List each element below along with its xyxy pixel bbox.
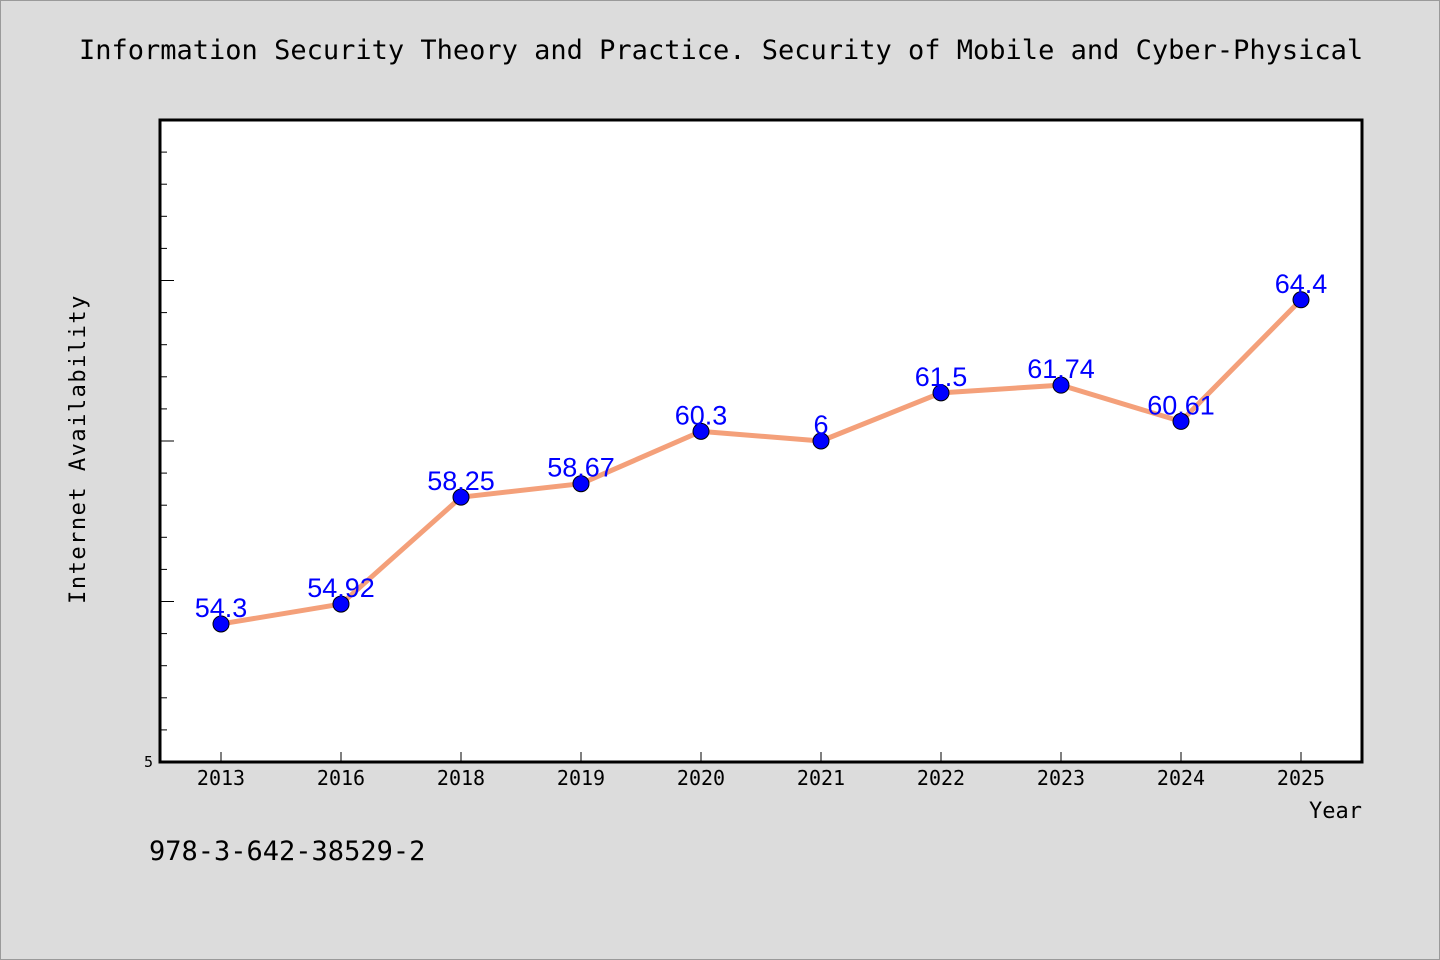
data-point: [1052, 376, 1070, 394]
data-label: 58.67: [547, 453, 615, 483]
data-point: [332, 595, 350, 613]
x-tick-label: 2022: [917, 766, 965, 790]
series-line: [218, 297, 1304, 627]
x-tick-label: 2016: [317, 766, 365, 790]
data-point: [932, 384, 950, 402]
x-tick-label: 2013: [197, 766, 245, 790]
footer-isbn: 978-3-642-38529-2: [149, 836, 426, 867]
x-tick-label: 2023: [1037, 766, 1085, 790]
data-point: [1292, 291, 1310, 309]
plot-border: [158, 118, 1364, 764]
plot-area: [160, 120, 1362, 762]
data-point: [692, 422, 710, 440]
data-point: [812, 432, 830, 450]
data-label: 54.3: [195, 593, 248, 623]
data-label: 64.4: [1275, 269, 1328, 299]
x-tick-label: 2019: [557, 766, 605, 790]
x-tick-label: 2025: [1277, 766, 1325, 790]
data-label: 60.3: [675, 400, 728, 430]
chart-title: Information Security Theory and Practice…: [79, 35, 1364, 66]
data-point: [212, 615, 230, 633]
x-tick-label: 2021: [797, 766, 845, 790]
data-label: 60.61: [1147, 390, 1215, 420]
data-point: [572, 475, 590, 493]
data-label: 58.25: [427, 466, 495, 496]
x-axis-label: Year: [1309, 799, 1362, 824]
x-tick-label: 2018: [437, 766, 485, 790]
data-label: 61.5: [915, 362, 968, 392]
data-label: 54.92: [307, 573, 375, 603]
data-point: [452, 488, 470, 506]
data-point: [1172, 412, 1190, 430]
y-tick-label: 5: [144, 753, 153, 771]
x-tick-label: 2024: [1157, 766, 1205, 790]
data-label: 6: [813, 410, 828, 440]
x-tick-label: 2020: [677, 766, 725, 790]
data-label: 61.74: [1027, 354, 1095, 384]
y-axis-label: Internet Availability: [66, 294, 91, 604]
